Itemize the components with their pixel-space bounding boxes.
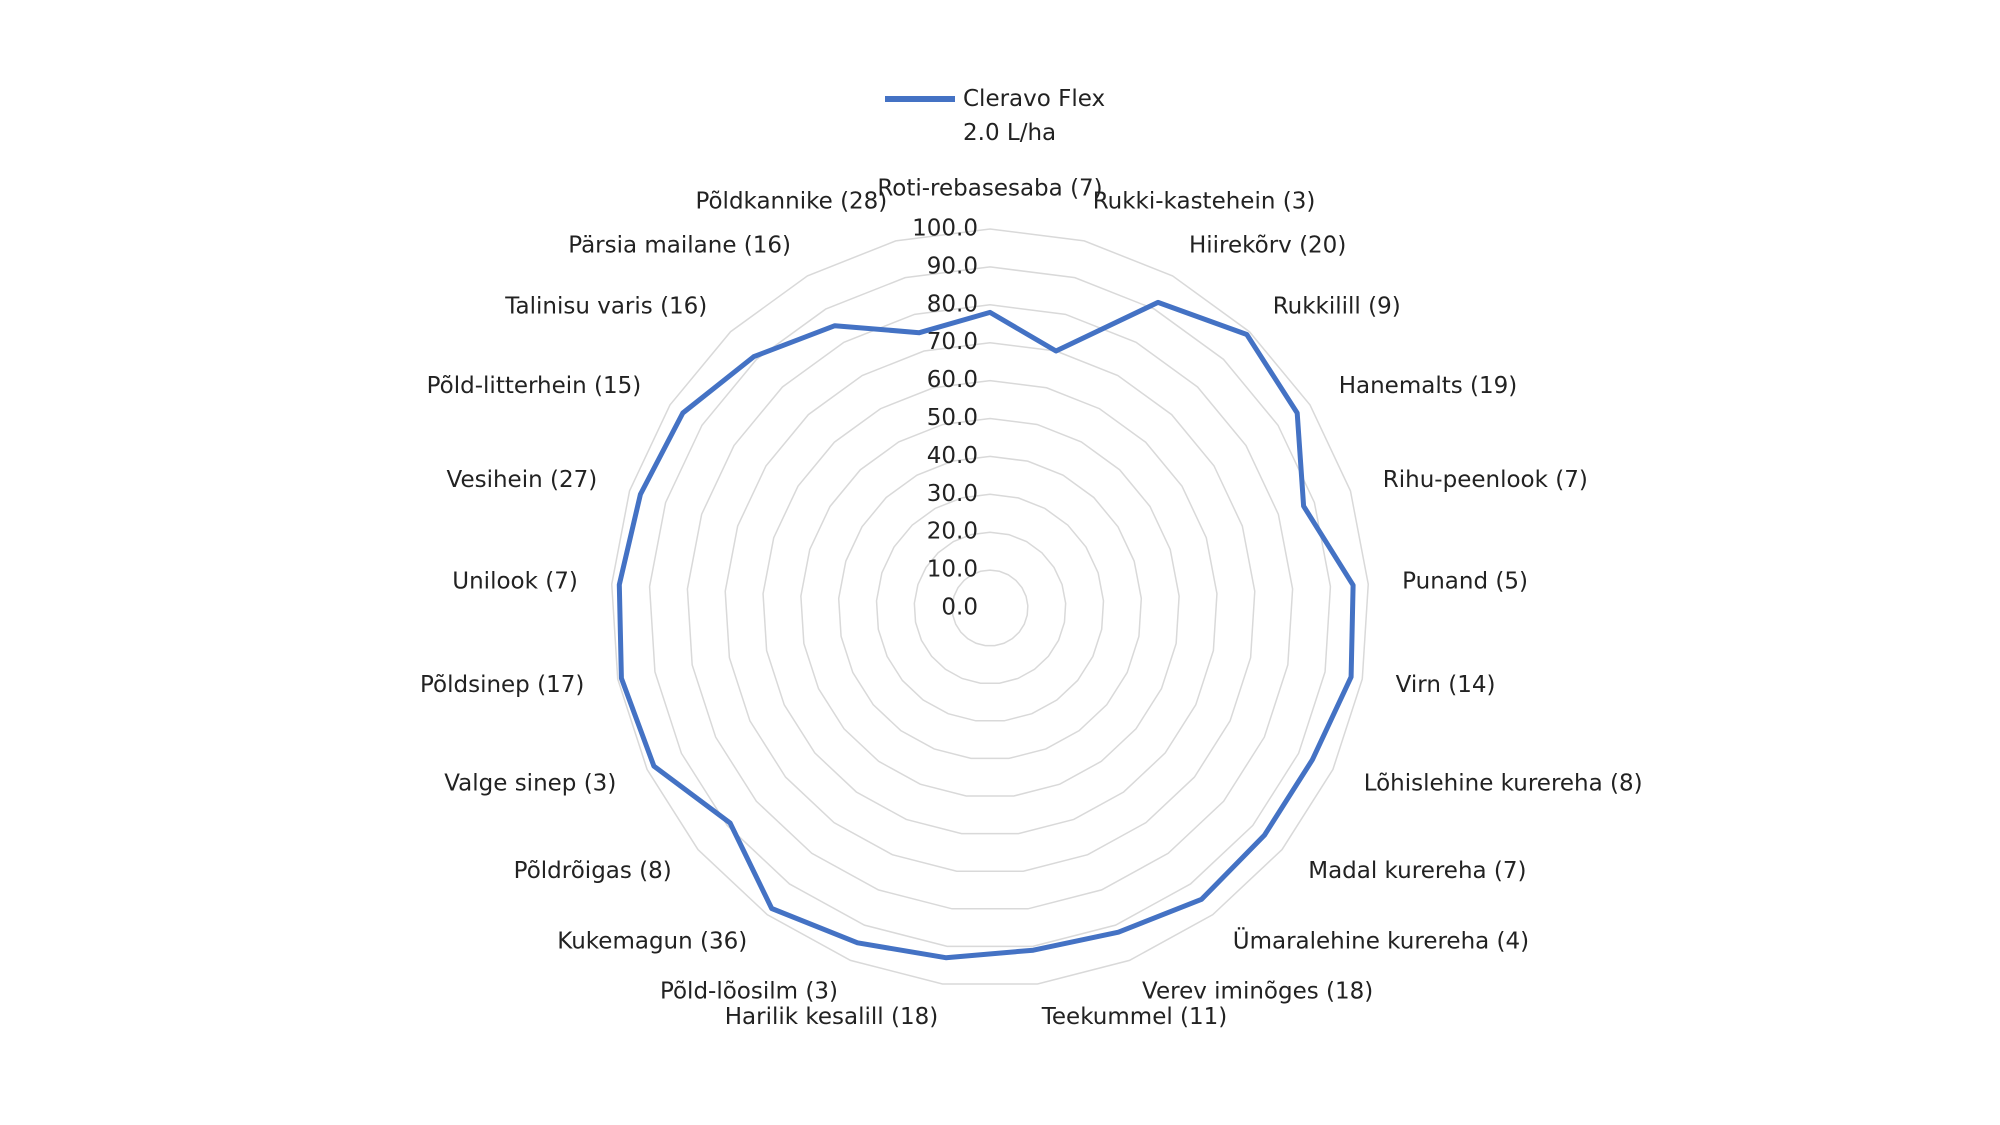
grid-line [951,569,1029,647]
category-label: Virn (14) [1396,672,1496,698]
category-label: Unilook (7) [452,569,578,595]
grid-line [686,304,1294,910]
category-label: Põld-litterhein (15) [427,373,642,399]
category-label: Rukkilill (9) [1273,293,1401,319]
category-label: Rihu-peenlook (7) [1383,467,1588,493]
category-label: Hiirekõrv (20) [1189,233,1346,259]
category-label: Ümaralehine kurereha (4) [1233,927,1529,955]
category-label: Talinisu varis (16) [504,293,707,319]
y-tick-label: 0.0 [941,595,978,621]
category-label: Harilik kesalill (18) [725,1004,938,1030]
category-label: Põld-lõosilm (3) [660,978,838,1004]
category-label: Rukki-kastehein (3) [1093,188,1316,214]
category-label: Valge sinep (3) [444,770,616,796]
y-tick-label: 30.0 [927,481,978,507]
y-tick-label: 40.0 [927,443,978,469]
series-line [616,299,1356,961]
legend: Cleravo Flex 2.0 L/ha [885,82,1105,150]
grid-line [610,228,1370,985]
category-label: Punand (5) [1402,569,1528,595]
y-tick-label: 60.0 [927,367,978,393]
y-tick-label: 50.0 [927,405,978,431]
y-tick-label: 80.0 [927,291,978,317]
category-label: Pärsia mailane (16) [568,233,791,259]
y-tick-label: 10.0 [927,557,978,583]
grid-line [875,493,1105,722]
grid-line [762,379,1218,835]
legend-swatch [885,96,955,102]
category-label: Põldsinep (17) [420,672,584,698]
category-label: Madal kurereha (7) [1308,858,1526,884]
grid-line [800,417,1180,797]
grid-line [724,341,1256,872]
category-label: Põldrõigas (8) [514,858,672,884]
category-label: Kukemagun (36) [557,929,747,955]
category-label: Teekummel (11) [1041,1004,1228,1030]
category-label: Roti-rebasesaba (7) [877,176,1102,202]
y-tick-label: 90.0 [927,253,978,279]
legend-label: Cleravo Flex 2.0 L/ha [963,86,1106,146]
category-label: Verev iminõges (18) [1142,978,1373,1004]
grid-line [837,455,1143,760]
category-label: Hanemalts (19) [1339,373,1518,399]
y-tick-label: 100.0 [912,216,978,242]
category-label: Lõhislehine kurereha (8) [1364,770,1643,796]
y-tick-label: 70.0 [927,329,978,355]
grid-line [648,266,1332,948]
grid-line [913,531,1067,684]
category-label: Vesihein (27) [447,467,598,493]
y-tick-label: 20.0 [927,519,978,545]
category-label: Põldkannike (28) [695,188,887,214]
